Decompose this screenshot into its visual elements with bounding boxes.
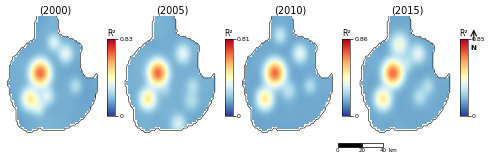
Text: 40: 40 bbox=[380, 148, 386, 153]
Title: (2005): (2005) bbox=[156, 6, 188, 16]
Text: 20: 20 bbox=[358, 148, 366, 153]
Bar bbox=[362, 143, 383, 147]
Text: N: N bbox=[471, 45, 476, 51]
Title: R²: R² bbox=[107, 29, 116, 38]
Title: R²: R² bbox=[342, 29, 350, 38]
Title: (2010): (2010) bbox=[274, 6, 306, 16]
Text: 0: 0 bbox=[336, 148, 339, 153]
Title: R²: R² bbox=[459, 29, 468, 38]
Title: (2015): (2015) bbox=[392, 6, 424, 16]
Title: (2000): (2000) bbox=[39, 6, 71, 16]
Title: R²: R² bbox=[224, 29, 233, 38]
Text: km: km bbox=[388, 148, 397, 153]
Bar bbox=[338, 143, 362, 147]
